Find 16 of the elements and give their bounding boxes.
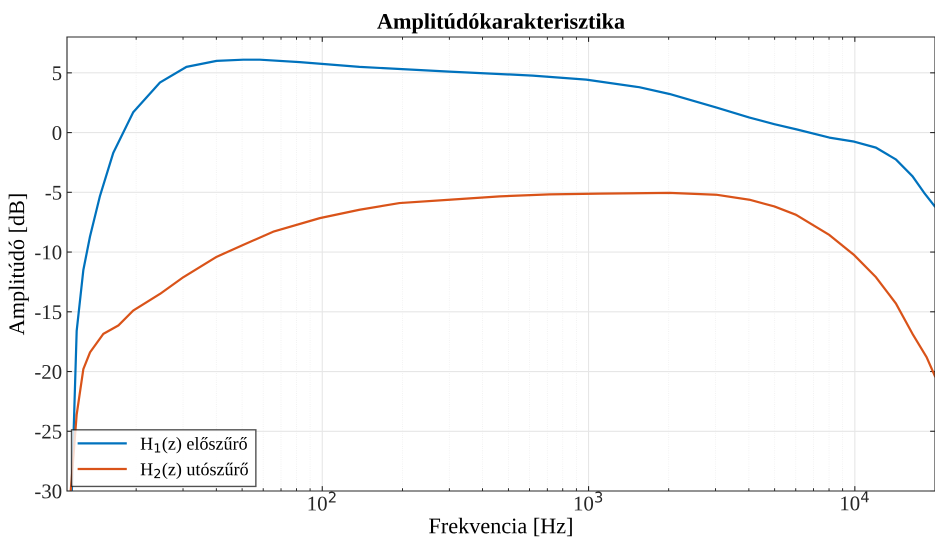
x-tick-label: 10$^{2}$ bbox=[308, 492, 336, 511]
chart-title: Amplitúdókarakterisztika bbox=[377, 13, 625, 34]
y-axis-title: Amplitúdó [dB] bbox=[8, 194, 29, 336]
y-tick-label: -15 bbox=[35, 305, 62, 320]
y-tick-label: -20 bbox=[35, 364, 62, 379]
y-tick-label: 5 bbox=[52, 66, 62, 80]
y-tick-label: -5 bbox=[46, 186, 62, 200]
y-tick-label: -30 bbox=[35, 484, 62, 498]
legend-label: H$_{2}$(z) utószűrő bbox=[140, 462, 248, 480]
x-tick-label: 10$^{3}$ bbox=[574, 492, 602, 511]
y-tick-label: -25 bbox=[35, 424, 62, 439]
y-tick-label: -10 bbox=[35, 245, 62, 260]
legend-label: H$_{1}$(z) előszűrő bbox=[140, 437, 247, 454]
x-tick-label: 10$^{4}$ bbox=[841, 492, 869, 510]
y-tick-label: 0 bbox=[52, 126, 62, 140]
x-axis-title: Frekvencia [Hz] bbox=[429, 518, 572, 536]
